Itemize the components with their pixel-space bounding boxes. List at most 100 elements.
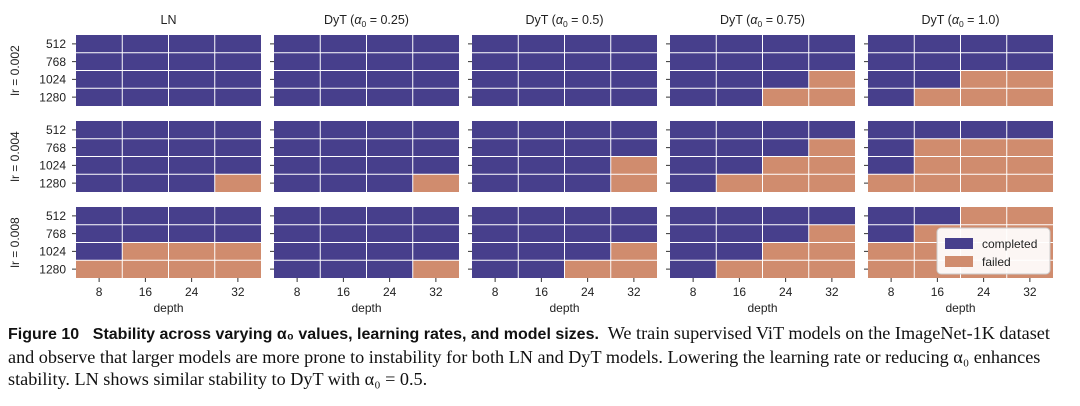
cell-failed — [168, 260, 215, 278]
cell-failed — [716, 260, 763, 278]
cell-failed — [868, 242, 915, 261]
cell-completed — [168, 121, 215, 139]
cell-completed — [670, 156, 717, 175]
cell-completed — [412, 52, 459, 71]
cell-completed — [122, 70, 169, 89]
cell-completed — [518, 121, 565, 139]
cell-failed — [1006, 70, 1053, 89]
cell-failed — [960, 156, 1007, 175]
cell-completed — [412, 242, 459, 261]
cell-completed — [518, 156, 565, 175]
cell-completed — [518, 242, 565, 261]
cell-completed — [762, 35, 809, 53]
cell-failed — [716, 174, 763, 192]
x-axis-label: depth — [153, 301, 183, 315]
cell-failed — [1006, 174, 1053, 192]
cell-completed — [366, 35, 413, 53]
cell-completed — [670, 35, 717, 53]
legend-label-completed: completed — [982, 237, 1037, 251]
cell-completed — [1006, 35, 1053, 53]
cell-completed — [366, 207, 413, 225]
heatmap-panel: 8 16 24 32 depth — [72, 207, 261, 315]
cell-failed — [960, 138, 1007, 157]
cell-completed — [214, 70, 261, 89]
cell-completed — [274, 156, 321, 175]
cell-completed — [366, 174, 413, 192]
cell-completed — [518, 35, 565, 53]
cell-completed — [670, 138, 717, 157]
cell-completed — [412, 156, 459, 175]
y-tick-label: 768 — [46, 55, 66, 69]
cell-failed — [122, 242, 169, 261]
cell-completed — [518, 138, 565, 157]
cell-completed — [868, 88, 915, 106]
x-tick-label: 32 — [1023, 285, 1037, 299]
column-title: LN — [161, 13, 177, 27]
x-tick-label: 8 — [96, 285, 103, 299]
cell-completed — [868, 207, 915, 225]
cell-completed — [122, 138, 169, 157]
cell-failed — [868, 260, 915, 278]
cell-completed — [868, 224, 915, 243]
cell-failed — [122, 260, 169, 278]
cell-failed — [168, 242, 215, 261]
cell-completed — [320, 88, 367, 106]
cell-failed — [960, 207, 1007, 225]
cell-completed — [518, 224, 565, 243]
cell-failed — [808, 70, 855, 89]
cell-completed — [168, 52, 215, 71]
cell-completed — [868, 70, 915, 89]
cell-completed — [76, 207, 123, 225]
cell-completed — [518, 88, 565, 106]
cell-completed — [320, 260, 367, 278]
column-title: DyT (α0 = 0.25) — [324, 13, 409, 29]
cell-completed — [320, 121, 367, 139]
cell-completed — [808, 52, 855, 71]
cell-failed — [762, 260, 809, 278]
cell-completed — [412, 138, 459, 157]
y-tick-label: 512 — [46, 123, 66, 137]
cell-completed — [564, 88, 611, 106]
cell-completed — [564, 224, 611, 243]
cell-failed — [214, 174, 261, 192]
cell-completed — [76, 35, 123, 53]
cell-completed — [122, 52, 169, 71]
cell-failed — [960, 88, 1007, 106]
cell-completed — [808, 207, 855, 225]
x-axis-label: depth — [747, 301, 777, 315]
cell-completed — [214, 35, 261, 53]
heatmap-panel: 8 16 24 32 depth — [270, 207, 459, 315]
cell-completed — [122, 88, 169, 106]
cell-completed — [762, 52, 809, 71]
cell-completed — [610, 224, 657, 243]
cell-completed — [168, 207, 215, 225]
y-tick-label: 1280 — [39, 90, 66, 104]
cell-failed — [610, 260, 657, 278]
cell-completed — [610, 207, 657, 225]
cell-completed — [274, 88, 321, 106]
cell-failed — [808, 138, 855, 157]
cell-completed — [320, 224, 367, 243]
cell-completed — [670, 174, 717, 192]
y-tick-label: 768 — [46, 141, 66, 155]
x-tick-label: 16 — [931, 285, 945, 299]
cell-completed — [914, 121, 961, 139]
cell-completed — [808, 35, 855, 53]
y-tick-label: 1024 — [39, 159, 66, 173]
cell-completed — [320, 35, 367, 53]
caption-text: We train supervised ViT models on the Im… — [8, 323, 1050, 389]
cell-failed — [762, 88, 809, 106]
x-tick-label: 16 — [733, 285, 747, 299]
x-tick-label: 32 — [429, 285, 443, 299]
cell-completed — [518, 52, 565, 71]
cell-completed — [76, 70, 123, 89]
cell-completed — [716, 156, 763, 175]
cell-completed — [274, 35, 321, 53]
cell-completed — [76, 156, 123, 175]
cell-completed — [670, 224, 717, 243]
cell-completed — [472, 35, 519, 53]
cell-completed — [122, 121, 169, 139]
cell-completed — [518, 174, 565, 192]
cell-failed — [808, 156, 855, 175]
row-label: lr = 0.002 — [8, 45, 22, 96]
